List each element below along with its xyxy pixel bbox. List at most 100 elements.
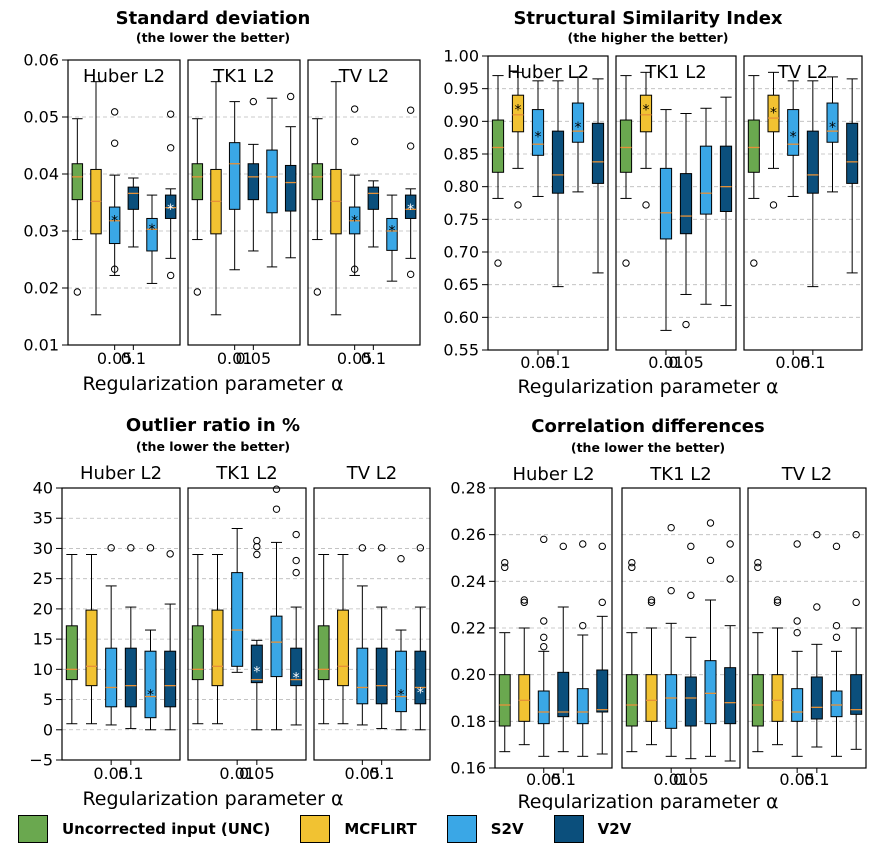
box-s2v: * bbox=[386, 194, 398, 282]
legend-swatch-v2v bbox=[553, 815, 584, 843]
box-v2v bbox=[724, 540, 737, 762]
mean-marker: * bbox=[535, 130, 542, 146]
box-iqr bbox=[850, 674, 863, 715]
box-iqr bbox=[659, 167, 673, 240]
panel-tv-l2: TV L2 * * * 0.050.1 bbox=[743, 55, 863, 372]
outlier-point bbox=[579, 540, 587, 548]
box-iqr bbox=[719, 145, 733, 212]
box-iqr bbox=[704, 660, 717, 725]
panel-tk1-l2: TK1 L2 0.010.05 bbox=[621, 464, 741, 789]
mean-marker: * bbox=[167, 202, 174, 218]
mean-marker: * bbox=[770, 106, 777, 122]
y-tick-label: 0.04 bbox=[23, 165, 59, 184]
outlier-point bbox=[313, 288, 322, 296]
outlier-point bbox=[166, 110, 175, 118]
y-tick-label: 0.18 bbox=[450, 712, 486, 731]
box-iqr bbox=[699, 145, 713, 215]
outlier-point bbox=[286, 92, 295, 101]
y-tick-label: 0.22 bbox=[450, 619, 486, 638]
outlier-point bbox=[628, 558, 636, 567]
panel-frame bbox=[307, 59, 421, 346]
box-iqr bbox=[356, 647, 369, 705]
outlier-point bbox=[793, 540, 801, 548]
panel-title: TV L2 bbox=[781, 464, 833, 485]
chart-title: Standard deviation bbox=[116, 8, 311, 29]
panel-frame bbox=[487, 55, 609, 351]
x-tick-label: 0.05 bbox=[345, 764, 381, 783]
outlier-point bbox=[682, 320, 690, 329]
box-v2v bbox=[375, 544, 388, 730]
panel-huber-l2: Huber L2 * 0.050.1 bbox=[61, 463, 181, 783]
box-s2v bbox=[791, 540, 804, 757]
y-tick-label: 0.01 bbox=[23, 336, 59, 355]
x-tick-label: 0.1 bbox=[545, 353, 570, 372]
outlier-point bbox=[687, 591, 695, 600]
x-tick-label: 0.1 bbox=[800, 353, 825, 372]
box-unc bbox=[317, 553, 330, 725]
box-unc bbox=[619, 75, 633, 267]
box-s2v bbox=[699, 107, 713, 305]
chart-4: Correlation differences (the lower the be… bbox=[450, 416, 867, 810]
panel-tk1-l2: TK1 L2 * 0.010.05 bbox=[615, 55, 737, 372]
box-iqr bbox=[571, 102, 585, 143]
box-s2v bbox=[830, 542, 843, 757]
outlier-point bbox=[494, 259, 502, 267]
outlier-point bbox=[642, 201, 650, 209]
box-v2v bbox=[247, 97, 260, 252]
box-iqr bbox=[751, 674, 764, 727]
outlier-point bbox=[166, 550, 174, 558]
y-tick-label: −5 bbox=[29, 751, 53, 770]
box-v2v bbox=[127, 177, 140, 248]
x-axis-label: Regularization parameter α bbox=[82, 373, 343, 395]
panel-frame bbox=[61, 487, 181, 761]
box-iqr bbox=[791, 688, 804, 722]
outlier-point bbox=[754, 558, 762, 567]
panel-title: TV L2 bbox=[346, 463, 398, 484]
box-iqr bbox=[228, 142, 241, 210]
box-iqr bbox=[404, 194, 417, 219]
outlier-point bbox=[350, 105, 359, 113]
panel-title: TV L2 bbox=[338, 66, 390, 87]
box-s2v: * bbox=[826, 76, 839, 193]
box-iqr bbox=[105, 647, 118, 708]
box-iqr bbox=[830, 690, 843, 718]
box-v2v bbox=[591, 78, 605, 274]
box-mcflirt bbox=[90, 81, 102, 316]
mean-marker: * bbox=[253, 665, 260, 681]
x-tick-label: 0.1 bbox=[118, 764, 143, 783]
outlier-point bbox=[598, 542, 606, 551]
x-tick-label: 0.01 bbox=[648, 353, 684, 372]
legend-swatch-mcflirt bbox=[300, 815, 331, 843]
legend-item-s2v: S2V bbox=[446, 815, 524, 843]
y-tick-label: 0.06 bbox=[23, 51, 59, 70]
outlier-point bbox=[166, 144, 175, 152]
box-s2v bbox=[266, 97, 278, 268]
x-tick-label: 0.05 bbox=[236, 349, 272, 368]
mean-marker: * bbox=[643, 102, 650, 118]
box-iqr bbox=[386, 217, 398, 251]
chart-1: Standard deviation(the lower the better)… bbox=[23, 8, 421, 395]
outlier-point bbox=[272, 505, 281, 513]
box-iqr bbox=[639, 94, 653, 133]
legend-item-v2v: V2V bbox=[553, 815, 631, 843]
y-tick-label: 0.05 bbox=[23, 108, 59, 127]
box-s2v bbox=[105, 544, 118, 726]
box-iqr bbox=[684, 676, 697, 727]
y-tick-label: 40 bbox=[33, 479, 53, 498]
box-iqr bbox=[625, 674, 638, 727]
box-unc bbox=[71, 118, 84, 296]
outlier-point bbox=[598, 598, 606, 607]
box-v2v bbox=[284, 92, 297, 259]
box-iqr bbox=[85, 609, 98, 687]
panel-tv-l2: TV L2 * * 0.050.1 bbox=[313, 463, 431, 783]
outlier-point bbox=[107, 544, 115, 552]
panel-huber-l2: Huber L2 0.050.1 bbox=[494, 464, 613, 789]
mean-marker: * bbox=[575, 120, 582, 136]
y-tick-label: 0.16 bbox=[450, 759, 486, 778]
outlier-point bbox=[793, 617, 801, 625]
chart-3: Outlier ratio in % (the lower the better)… bbox=[29, 415, 431, 810]
box-iqr bbox=[537, 690, 550, 725]
outlier-point bbox=[377, 544, 386, 552]
legend-swatch-s2v bbox=[446, 815, 477, 843]
outlier-point bbox=[559, 542, 567, 551]
